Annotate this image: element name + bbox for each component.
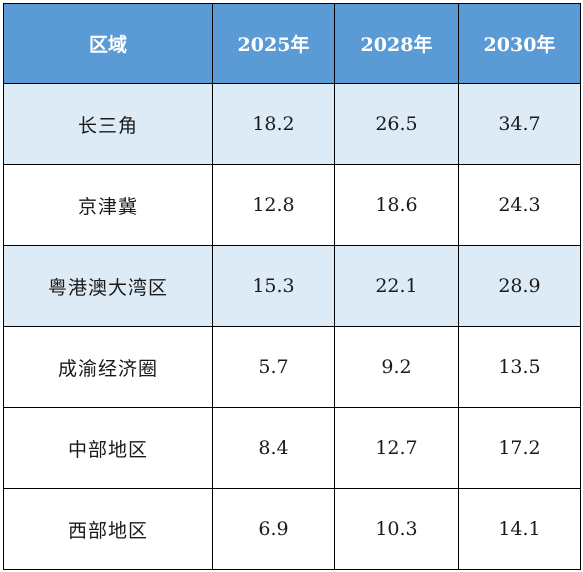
header-2030: 2030年 xyxy=(458,3,581,84)
value-cell-2028: 9.2 xyxy=(334,326,459,408)
table-row: 中部地区 8.4 12.7 17.2 xyxy=(3,407,581,489)
value-cell-2030: 34.7 xyxy=(458,83,581,165)
table-row: 京津冀 12.8 18.6 24.3 xyxy=(3,164,581,246)
table-row: 粤港澳大湾区 15.3 22.1 28.9 xyxy=(3,245,581,327)
value-cell-2025: 15.3 xyxy=(212,245,335,327)
region-cell: 西部地区 xyxy=(3,488,213,570)
table-row: 西部地区 6.9 10.3 14.1 xyxy=(3,488,581,570)
header-2028: 2028年 xyxy=(334,3,459,84)
data-table: 区域 2025年 2028年 2030年 长三角 18.2 26.5 34.7 … xyxy=(3,3,581,570)
value-cell-2030: 17.2 xyxy=(458,407,581,489)
value-cell-2025: 18.2 xyxy=(212,83,335,165)
value-cell-2030: 14.1 xyxy=(458,488,581,570)
value-cell-2030: 24.3 xyxy=(458,164,581,246)
value-cell-2025: 6.9 xyxy=(212,488,335,570)
header-region: 区域 xyxy=(3,3,213,84)
value-cell-2025: 12.8 xyxy=(212,164,335,246)
header-2025: 2025年 xyxy=(212,3,335,84)
value-cell-2028: 10.3 xyxy=(334,488,459,570)
region-cell: 成渝经济圈 xyxy=(3,326,213,408)
value-cell-2028: 22.1 xyxy=(334,245,459,327)
table-row: 长三角 18.2 26.5 34.7 xyxy=(3,83,581,165)
region-cell: 粤港澳大湾区 xyxy=(3,245,213,327)
region-cell: 京津冀 xyxy=(3,164,213,246)
value-cell-2028: 26.5 xyxy=(334,83,459,165)
value-cell-2030: 28.9 xyxy=(458,245,581,327)
table-row: 成渝经济圈 5.7 9.2 13.5 xyxy=(3,326,581,408)
region-cell: 长三角 xyxy=(3,83,213,165)
value-cell-2025: 8.4 xyxy=(212,407,335,489)
region-cell: 中部地区 xyxy=(3,407,213,489)
value-cell-2028: 18.6 xyxy=(334,164,459,246)
value-cell-2028: 12.7 xyxy=(334,407,459,489)
header-row: 区域 2025年 2028年 2030年 xyxy=(3,3,581,84)
value-cell-2025: 5.7 xyxy=(212,326,335,408)
value-cell-2030: 13.5 xyxy=(458,326,581,408)
